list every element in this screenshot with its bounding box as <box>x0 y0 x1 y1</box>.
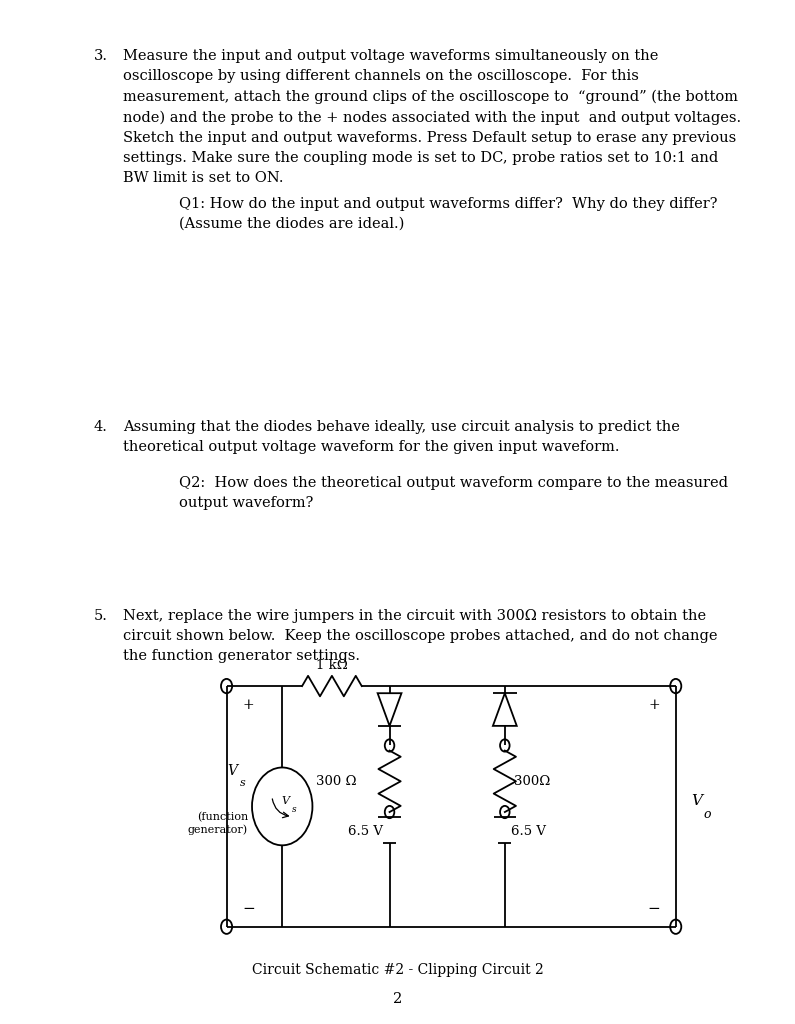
Text: (function
generator): (function generator) <box>188 811 248 835</box>
Text: V: V <box>281 797 289 806</box>
Text: 300Ω: 300Ω <box>514 775 551 787</box>
Text: Q1: How do the input and output waveforms differ?  Why do they differ?
(Assume t: Q1: How do the input and output waveform… <box>179 197 717 230</box>
Text: −: − <box>242 902 255 916</box>
Text: o: o <box>704 808 711 821</box>
Text: 5.: 5. <box>94 609 107 624</box>
Text: 6.5 V: 6.5 V <box>511 825 546 839</box>
Text: 2: 2 <box>393 991 402 1006</box>
Text: −: − <box>647 902 660 916</box>
Text: 1 kΩ: 1 kΩ <box>316 658 347 672</box>
Text: Next, replace the wire jumpers in the circuit with 300Ω resistors to obtain the
: Next, replace the wire jumpers in the ci… <box>123 609 718 664</box>
Text: 300 Ω: 300 Ω <box>316 775 356 787</box>
Text: s: s <box>292 805 297 814</box>
Text: 3.: 3. <box>94 49 108 63</box>
Text: 6.5 V: 6.5 V <box>348 825 383 839</box>
Text: Measure the input and output voltage waveforms simultaneously on the
oscilloscop: Measure the input and output voltage wav… <box>123 49 742 184</box>
Text: +: + <box>648 698 660 713</box>
Text: +: + <box>242 698 254 713</box>
Text: V: V <box>692 795 703 808</box>
Text: Assuming that the diodes behave ideally, use circuit analysis to predict the
the: Assuming that the diodes behave ideally,… <box>123 420 680 454</box>
Text: 4.: 4. <box>94 420 107 434</box>
Text: Q2:  How does the theoretical output waveform compare to the measured
output wav: Q2: How does the theoretical output wave… <box>179 476 728 510</box>
Text: s: s <box>240 778 246 788</box>
Text: V: V <box>227 764 238 778</box>
Text: Circuit Schematic #2 - Clipping Circuit 2: Circuit Schematic #2 - Clipping Circuit … <box>252 963 543 977</box>
